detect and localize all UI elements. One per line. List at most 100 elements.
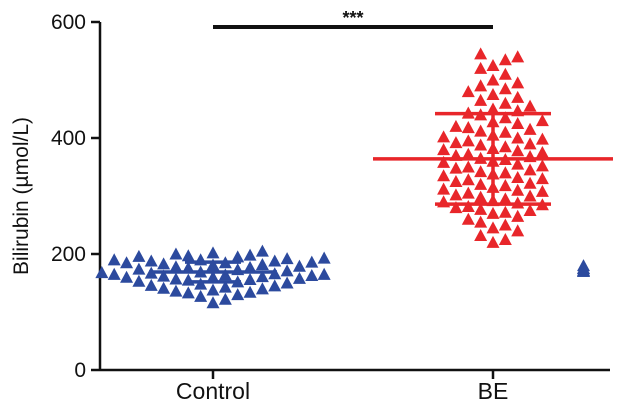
data-point	[449, 201, 463, 214]
data-point	[107, 253, 121, 266]
data-point	[498, 67, 512, 80]
data-point	[474, 165, 488, 178]
data-point	[268, 254, 282, 267]
data-point	[437, 130, 451, 143]
data-point	[474, 215, 488, 228]
data-point	[486, 235, 500, 248]
data-point	[280, 264, 294, 277]
data-point	[511, 224, 525, 237]
data-point	[255, 270, 269, 283]
data-point	[511, 131, 525, 144]
data-point	[255, 282, 269, 295]
data-point	[523, 137, 537, 150]
data-point	[144, 278, 158, 291]
data-point	[461, 160, 475, 173]
data-point	[243, 248, 257, 261]
data-point	[535, 146, 549, 159]
data-point	[305, 255, 319, 268]
data-point	[449, 161, 463, 174]
data-point	[169, 284, 183, 297]
data-point	[437, 169, 451, 182]
data-point	[292, 271, 306, 284]
data-point	[157, 281, 171, 294]
data-point	[169, 272, 183, 285]
y-axis-label: Bilirubin (µmol/L)	[10, 117, 33, 275]
data-point	[511, 90, 525, 103]
data-point	[535, 172, 549, 185]
data-point	[157, 269, 171, 282]
data-point	[474, 124, 488, 137]
data-point	[523, 163, 537, 176]
data-point	[243, 260, 257, 273]
data-point	[523, 99, 537, 112]
data-point	[231, 288, 245, 301]
data-point	[474, 202, 488, 215]
data-point	[511, 183, 525, 196]
data-point	[181, 249, 195, 262]
data-points	[95, 47, 590, 309]
data-point	[449, 175, 463, 188]
data-point	[255, 244, 269, 257]
data-point	[194, 277, 208, 290]
data-point	[132, 249, 146, 262]
data-point	[511, 170, 525, 183]
data-point	[523, 204, 537, 217]
data-point	[523, 122, 537, 135]
data-point	[292, 259, 306, 272]
data-point	[498, 233, 512, 246]
data-point	[535, 159, 549, 172]
x-category-label: Control	[176, 378, 250, 404]
data-point	[132, 274, 146, 287]
data-point	[486, 88, 500, 101]
error-bars	[149, 111, 613, 284]
data-point	[498, 82, 512, 95]
data-point	[181, 273, 195, 286]
data-point	[511, 144, 525, 157]
data-point	[206, 283, 220, 296]
data-point	[107, 267, 121, 280]
data-point	[437, 155, 451, 168]
data-point	[486, 221, 500, 234]
data-point	[218, 268, 232, 281]
data-point	[305, 268, 319, 281]
data-point	[231, 250, 245, 263]
data-point	[218, 280, 232, 293]
data-point	[194, 289, 208, 302]
data-point	[243, 285, 257, 298]
data-point	[511, 76, 525, 89]
data-point	[498, 125, 512, 138]
data-point	[268, 279, 282, 292]
data-point	[206, 246, 220, 259]
x-category-label: BE	[478, 378, 509, 404]
data-point	[461, 173, 475, 186]
data-point	[218, 292, 232, 305]
data-point	[474, 47, 488, 60]
data-point	[169, 247, 183, 260]
data-point	[511, 117, 525, 130]
data-point	[511, 50, 525, 63]
data-point	[498, 218, 512, 231]
x-axis: Control BE	[100, 368, 610, 404]
y-axis: 0 200 400 600	[51, 11, 102, 382]
data-point	[511, 157, 525, 170]
data-point	[474, 61, 488, 74]
data-point	[535, 184, 549, 197]
data-point	[498, 140, 512, 153]
y-tick-label: 0	[74, 359, 86, 382]
data-point	[474, 228, 488, 241]
data-point	[461, 212, 475, 225]
data-point	[486, 73, 500, 86]
significance-annotation: ***	[213, 8, 493, 29]
data-point	[181, 286, 195, 299]
data-point	[498, 192, 512, 205]
data-point	[535, 114, 549, 127]
data-point	[206, 296, 220, 309]
data-point	[498, 111, 512, 124]
data-point	[474, 190, 488, 203]
data-point	[461, 199, 475, 212]
data-point	[255, 257, 269, 270]
data-point	[317, 267, 331, 280]
data-point	[120, 256, 134, 269]
